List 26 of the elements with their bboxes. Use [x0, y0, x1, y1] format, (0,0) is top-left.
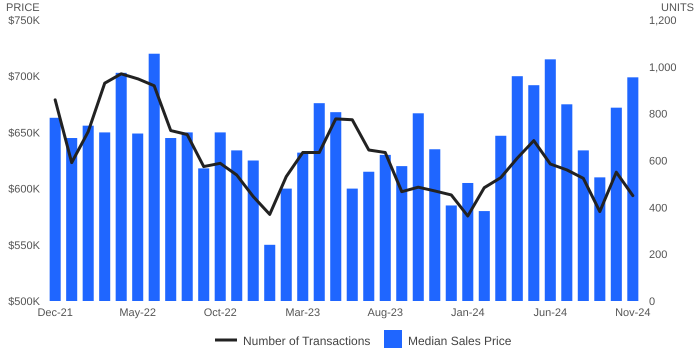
legend-label: Median Sales Price — [408, 334, 512, 348]
legend-label: Number of Transactions — [243, 334, 370, 348]
y-tick-label: $650K — [8, 127, 41, 140]
y2-tick-label: 1,000 — [649, 62, 677, 74]
y-tick-label: $750K — [8, 15, 41, 27]
y-tick-label: $550K — [8, 240, 41, 252]
y2-tick-label: 800 — [649, 108, 668, 121]
line-series — [54, 72, 634, 218]
y-tick-label: $700K — [8, 71, 41, 84]
x-tick-label: Nov-24 — [615, 307, 651, 319]
x-tick-label: Jun-24 — [533, 307, 568, 319]
x-tick-label: Oct-22 — [204, 307, 237, 319]
y2-tick-label: 600 — [649, 156, 668, 168]
y2-tick-label: 200 — [649, 249, 668, 262]
y-tick-label: $500K — [8, 296, 41, 308]
y2-tick-label: 400 — [649, 202, 668, 214]
x-tick-label: Jan-24 — [450, 307, 485, 319]
x-tick-label: Mar-23 — [285, 307, 320, 319]
x-tick-label: May-22 — [119, 307, 156, 319]
x-tick-label: Dec-21 — [37, 307, 73, 319]
y2-axis-title: UNITS — [661, 2, 694, 14]
x-tick-label: Aug-23 — [368, 307, 403, 319]
y2-tick-label: 1,200 — [649, 15, 677, 27]
y-axis-title: PRICE — [6, 2, 40, 14]
y2-tick-label: 0 — [649, 296, 656, 308]
y-tick-label: $600K — [8, 184, 41, 196]
